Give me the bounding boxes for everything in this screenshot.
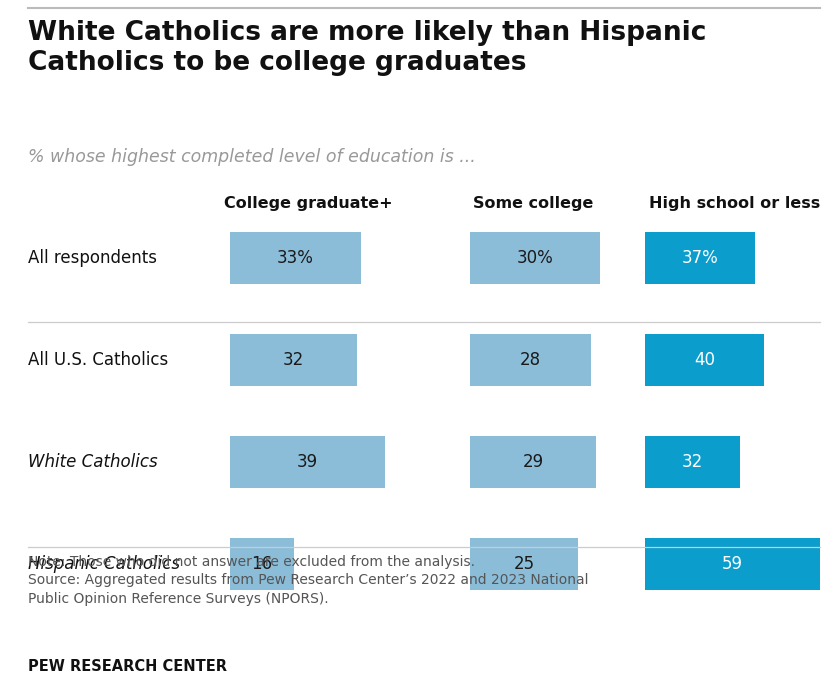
Text: 29: 29 xyxy=(522,453,543,471)
Text: 32: 32 xyxy=(682,453,703,471)
Text: White Catholics: White Catholics xyxy=(28,453,158,471)
Text: 59: 59 xyxy=(722,555,743,573)
Text: 39: 39 xyxy=(297,453,318,471)
Text: 16: 16 xyxy=(251,555,272,573)
Text: 40: 40 xyxy=(694,351,715,369)
FancyBboxPatch shape xyxy=(470,538,578,590)
FancyBboxPatch shape xyxy=(645,436,740,488)
Text: 37%: 37% xyxy=(681,249,718,267)
FancyBboxPatch shape xyxy=(470,436,596,488)
Text: 33%: 33% xyxy=(277,249,314,267)
FancyBboxPatch shape xyxy=(470,334,591,386)
FancyBboxPatch shape xyxy=(645,232,755,284)
Text: 25: 25 xyxy=(513,555,535,573)
Text: White Catholics are more likely than Hispanic
Catholics to be college graduates: White Catholics are more likely than His… xyxy=(28,20,706,76)
Text: All U.S. Catholics: All U.S. Catholics xyxy=(28,351,168,369)
Text: PEW RESEARCH CENTER: PEW RESEARCH CENTER xyxy=(28,659,227,674)
Text: College graduate+: College graduate+ xyxy=(223,196,392,211)
FancyBboxPatch shape xyxy=(645,538,820,590)
Text: 28: 28 xyxy=(520,351,541,369)
FancyBboxPatch shape xyxy=(230,538,294,590)
Text: % whose highest completed level of education is ...: % whose highest completed level of educa… xyxy=(28,148,475,166)
Text: All respondents: All respondents xyxy=(28,249,157,267)
Text: 30%: 30% xyxy=(517,249,554,267)
Text: Hispanic Catholics: Hispanic Catholics xyxy=(28,555,180,573)
Text: High school or less: High school or less xyxy=(649,196,821,211)
FancyBboxPatch shape xyxy=(230,232,361,284)
FancyBboxPatch shape xyxy=(230,334,357,386)
FancyBboxPatch shape xyxy=(470,232,600,284)
Text: 32: 32 xyxy=(283,351,304,369)
Text: Some college: Some college xyxy=(473,196,593,211)
FancyBboxPatch shape xyxy=(645,334,764,386)
FancyBboxPatch shape xyxy=(230,436,385,488)
Text: Note: Those who did not answer are excluded from the analysis.
Source: Aggregate: Note: Those who did not answer are exclu… xyxy=(28,555,589,606)
